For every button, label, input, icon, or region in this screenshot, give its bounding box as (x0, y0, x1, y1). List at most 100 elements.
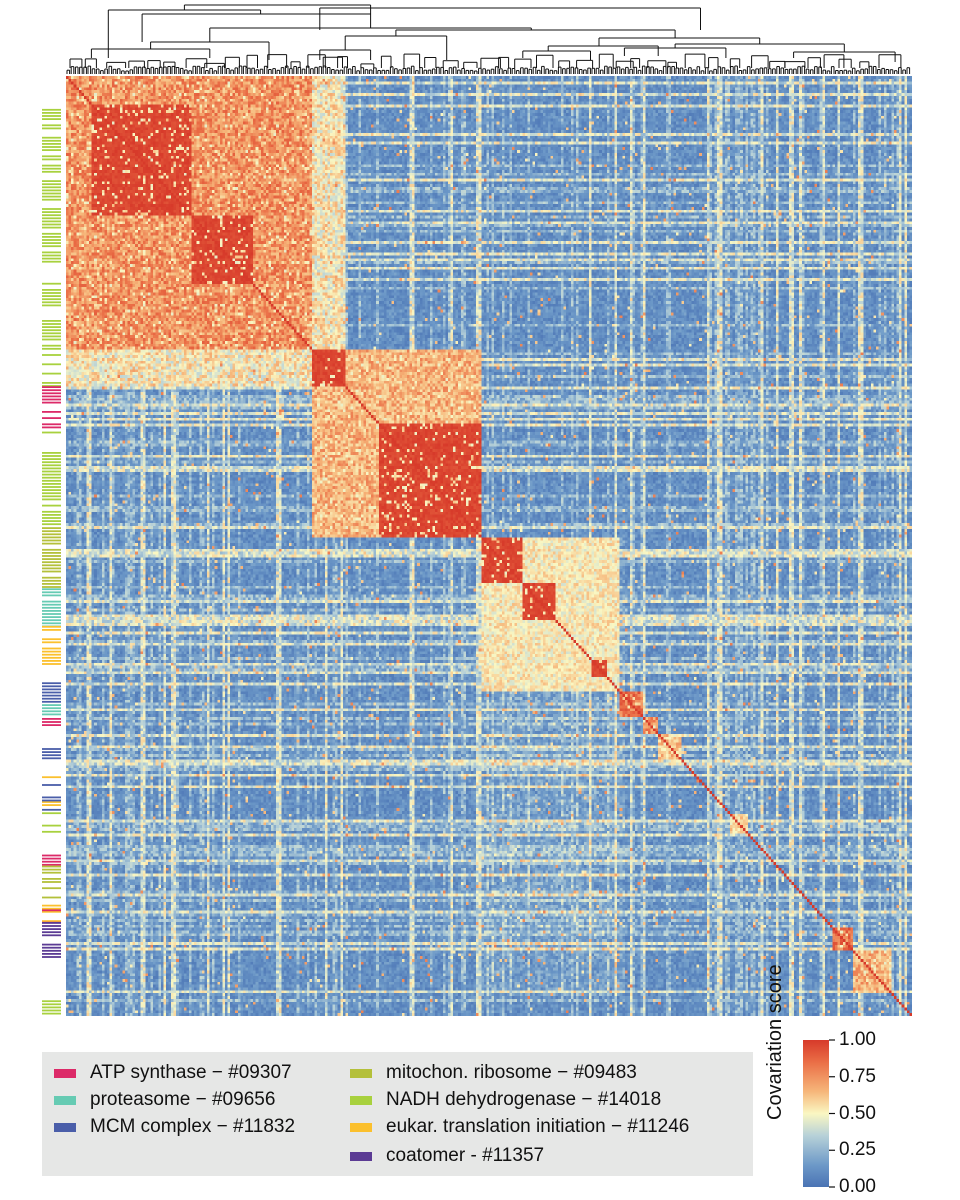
row-annotation-tick (42, 928, 61, 930)
row-annotation-tick (42, 208, 61, 210)
row-annotation-tick (42, 158, 61, 161)
row-annotation-tick (42, 467, 61, 470)
row-annotation-tick (42, 329, 61, 332)
row-annotation-tick (42, 245, 61, 248)
row-annotation-tick (42, 863, 61, 866)
legend-item-coatomer: coatomer - #11357 (350, 1144, 544, 1168)
row-annotation-tick (42, 180, 61, 182)
legend-item-atp-synthase: ATP synthase − #09307 (54, 1061, 292, 1085)
row-annotation-tick (42, 650, 61, 653)
legend-swatch-translation-initiation (350, 1122, 372, 1132)
row-annotation-bar (42, 108, 61, 1015)
row-annotation-tick (42, 458, 61, 460)
row-annotation-tick (42, 289, 61, 291)
colorbar-tick-label: 0.75 (839, 1065, 876, 1087)
row-annotation-tick (42, 124, 61, 127)
row-annotation-tick (42, 473, 61, 476)
colorbar-tick-label: 0.25 (839, 1139, 876, 1161)
row-annotation-tick (42, 591, 61, 594)
row-annotation-tick (42, 588, 61, 591)
row-annotation-tick (42, 1012, 61, 1015)
legend-swatch-mitochon-ribosome (350, 1068, 372, 1078)
row-annotation-tick (42, 710, 61, 713)
colorbar (803, 1039, 835, 1188)
row-annotation-tick (42, 776, 61, 779)
row-annotation-tick (42, 236, 61, 238)
row-annotation-tick (42, 956, 61, 958)
row-annotation-tick (42, 748, 61, 750)
row-annotation-tick (42, 344, 61, 347)
row-annotation-tick (42, 619, 61, 622)
row-annotation-tick (42, 214, 61, 217)
legend-swatch-nadh-dehydrogenase (350, 1095, 372, 1105)
row-annotation-tick (42, 192, 61, 195)
row-annotation-tick (42, 824, 61, 827)
row-annotation-tick (42, 372, 61, 375)
legend-label: NADH dehydrogenase − #14018 (386, 1089, 662, 1110)
row-annotation-tick (42, 220, 61, 223)
row-annotation-tick (42, 616, 61, 618)
row-annotation-tick (42, 949, 61, 952)
row-annotation-tick (42, 282, 61, 285)
row-annotation-tick (42, 613, 61, 615)
row-annotation-tick (42, 757, 61, 760)
row-annotation-tick (42, 292, 61, 294)
row-annotation-tick (42, 223, 61, 226)
row-annotation-tick (42, 685, 61, 688)
row-annotation-tick (42, 579, 61, 582)
row-annotation-tick (42, 479, 61, 482)
row-annotation-tick (42, 470, 61, 473)
row-annotation-tick (42, 570, 61, 573)
row-annotation-tick (42, 523, 61, 526)
row-annotation-tick (42, 600, 61, 603)
row-annotation-tick (42, 808, 61, 811)
row-annotation-tick (42, 799, 61, 802)
row-annotation-tick (42, 700, 61, 703)
row-annotation-tick (42, 539, 61, 542)
row-annotation-tick (42, 183, 61, 186)
row-annotation-tick (42, 922, 61, 924)
row-annotation-tick (42, 431, 61, 434)
row-annotation-tick (42, 586, 61, 588)
row-annotation-tick (42, 254, 61, 257)
row-annotation-tick (42, 260, 61, 263)
row-annotation-tick (42, 934, 61, 937)
row-annotation-tick (42, 170, 61, 173)
row-annotation-tick (42, 455, 61, 457)
colorbar-gradient (803, 1040, 829, 1187)
row-annotation-tick (42, 476, 61, 479)
row-annotation-tick (42, 548, 61, 551)
row-annotation-tick (42, 426, 61, 429)
row-annotation-tick (42, 452, 61, 454)
row-annotation-tick (42, 115, 61, 117)
row-annotation-tick (42, 417, 61, 419)
legend-item-mcm-complex: MCM complex − #11832 (54, 1115, 295, 1139)
row-annotation-tick (42, 1009, 61, 1012)
legend: ATP synthase − #09307 proteasome − #0965… (42, 1052, 753, 1176)
legend-swatch-atp-synthase (54, 1068, 76, 1078)
row-annotation-tick (42, 796, 61, 799)
row-annotation-tick (42, 226, 61, 229)
row-annotation-tick (42, 335, 61, 338)
row-annotation-tick (42, 953, 61, 955)
row-annotation-tick (42, 1003, 61, 1006)
row-annotation-tick (42, 301, 61, 304)
row-annotation-tick (42, 754, 61, 757)
row-annotation-tick (42, 865, 61, 868)
row-annotation-tick (42, 704, 61, 706)
row-annotation-tick (42, 943, 61, 946)
row-annotation-tick (42, 382, 61, 384)
row-annotation-tick (42, 295, 61, 297)
row-annotation-tick (42, 887, 61, 890)
heatmap-matrix (66, 76, 912, 1016)
row-annotation-tick (42, 784, 61, 786)
row-annotation-tick (42, 242, 61, 244)
row-annotation-tick (42, 486, 61, 488)
row-annotation-tick (42, 830, 61, 833)
row-annotation-tick (42, 857, 61, 860)
row-annotation-tick (42, 594, 61, 597)
row-annotation-tick (42, 920, 61, 922)
row-annotation-tick (42, 860, 61, 863)
heatmap-cells (66, 76, 912, 1016)
row-annotation-tick (42, 896, 61, 899)
